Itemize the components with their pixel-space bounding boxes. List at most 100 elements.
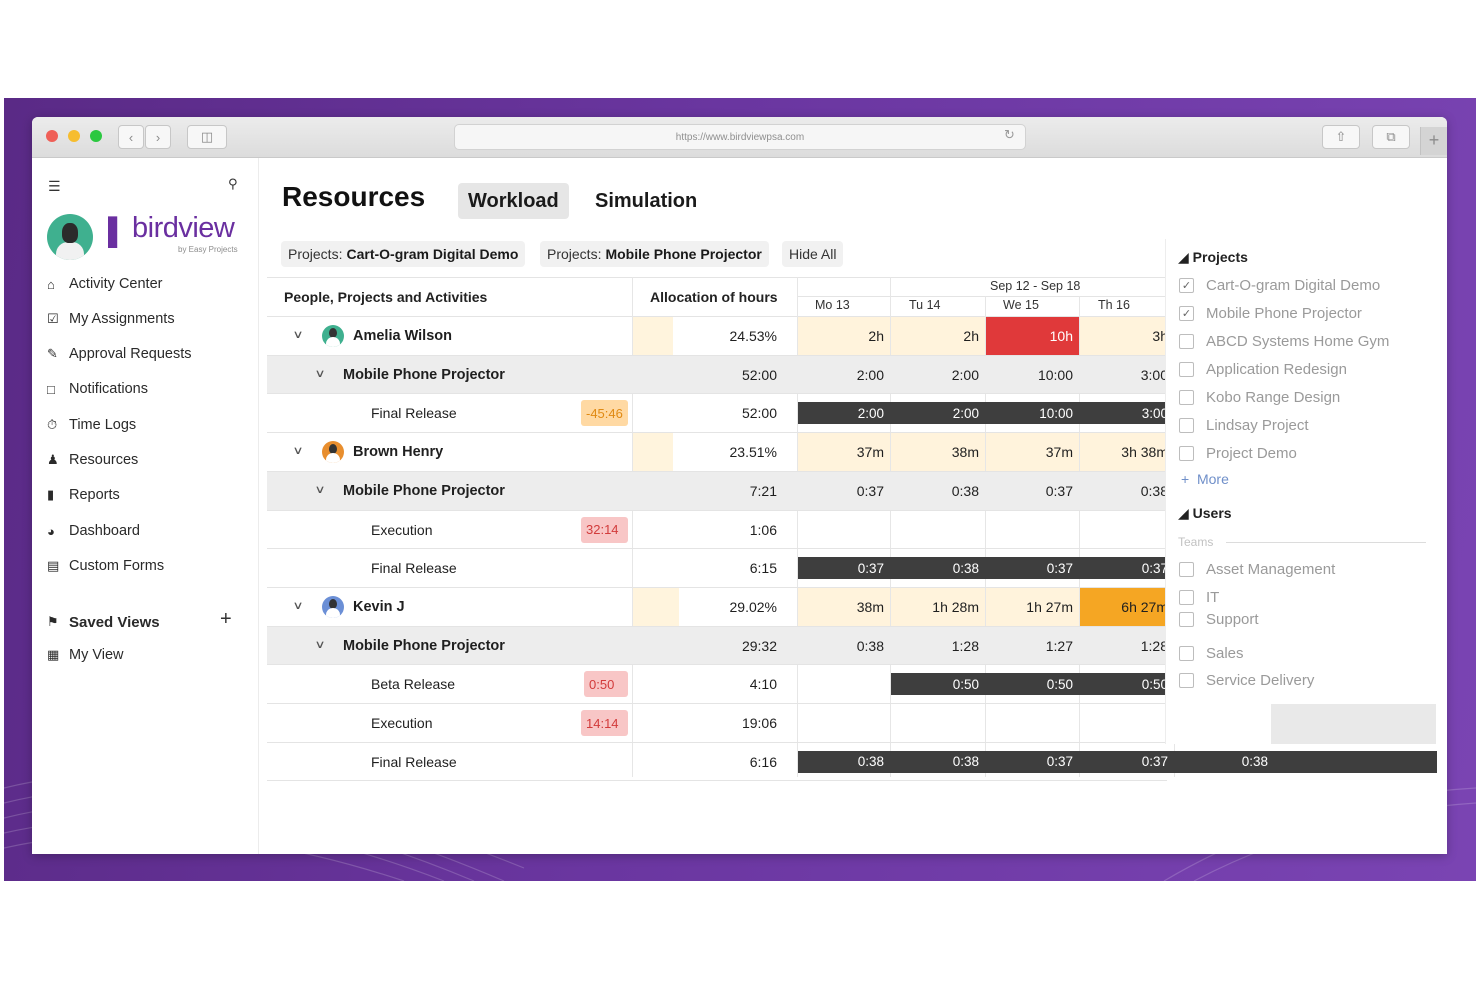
nav-activity-center[interactable]: ⌂ Activity Center (47, 273, 162, 295)
nav-dashboard[interactable]: ◕ Dashboard (47, 520, 140, 542)
project-filter-item[interactable]: Lindsay Project (1179, 417, 1309, 434)
checkbox-icon[interactable] (1179, 673, 1194, 688)
more-projects-link[interactable]: + More (1181, 471, 1229, 487)
checkbox-icon[interactable] (1179, 590, 1194, 605)
day-value-2: 0:38 (951, 482, 979, 499)
user-avatar[interactable] (47, 214, 93, 260)
day-value-3: 0:50 (1046, 676, 1073, 692)
project-filter-item[interactable]: Project Demo (1179, 445, 1297, 462)
nav-time-logs[interactable]: ⏱ Time Logs (47, 414, 136, 436)
grid-row-activity[interactable]: Final Release 6:16 0:38 0:38 0:37 0:37 0:38 (267, 743, 1437, 781)
gauge-icon: ◕ (47, 523, 55, 539)
nav-label: Dashboard (69, 523, 140, 539)
team-filter-item[interactable]: IT (1179, 589, 1219, 606)
filter-chip-cart-o-gram[interactable]: Projects: Cart-O-gram Digital Demo (281, 241, 526, 267)
day-value-2 (891, 704, 979, 742)
zoom-dot-icon[interactable] (90, 130, 102, 142)
grid-border (267, 277, 1167, 278)
tabs-overview-icon[interactable]: ⧉ (1372, 125, 1410, 149)
birdview-logo-mark-icon: ▌ (108, 216, 127, 246)
grid-row-person[interactable]: ∨ Brown Henry 23.51% 37m 38m 37m 3h 38m (267, 433, 1437, 472)
project-filter-item[interactable]: Kobo Range Design (1179, 389, 1340, 406)
filter-chip-mobile-phone[interactable]: Projects: Mobile Phone Projector (540, 241, 769, 267)
project-filter-item[interactable]: ✓ Cart-O-gram Digital Demo (1179, 277, 1380, 294)
grid-row-activity[interactable]: Execution 14:14 19:06 (267, 704, 1437, 742)
search-icon[interactable]: ⚲ (228, 176, 238, 191)
grid-row-person[interactable]: ∨ Kevin J 29.02% 38m 1h 28m 1h 27m 6h 27m (267, 587, 1437, 626)
forward-arrow-icon[interactable]: › (145, 125, 171, 149)
nav-custom-forms[interactable]: ▤ Custom Forms (47, 555, 164, 577)
allocation-value: 52:00 (741, 405, 777, 422)
url-bar[interactable]: https://www.birdviewpsa.com (454, 124, 1026, 150)
users-section-header[interactable]: ◢ Users (1178, 505, 1232, 521)
schedule-bar[interactable] (798, 402, 1174, 425)
day-value-2: 1:28 (951, 637, 979, 654)
checkbox-icon[interactable] (1179, 612, 1194, 627)
hamburger-menu-icon[interactable]: ☰ (48, 178, 61, 194)
checkbox-icon[interactable] (1179, 362, 1194, 377)
day-value-4 (1080, 511, 1168, 549)
project-filter-item[interactable]: Application Redesign (1179, 361, 1347, 378)
checkbox-icon[interactable] (1179, 446, 1194, 461)
day-value-4 (1080, 704, 1168, 742)
checked-checkbox-icon[interactable]: ✓ (1179, 278, 1194, 293)
checkbox-icon[interactable] (1179, 646, 1194, 661)
day-value-1: 2:00 (857, 405, 884, 421)
expand-chevron-icon[interactable]: ∨ (314, 483, 326, 496)
grid-row-activity[interactable]: Beta Release 0:50 4:10 0:50 0:50 0:50 (267, 665, 1437, 703)
team-filter-item[interactable]: Service Delivery (1179, 672, 1314, 689)
checked-checkbox-icon[interactable]: ✓ (1179, 306, 1194, 321)
schedule-bar[interactable] (798, 557, 1174, 580)
new-tab-icon[interactable]: + (1420, 127, 1447, 155)
grid-row-activity[interactable]: Execution 32:14 1:06 (267, 511, 1437, 549)
checkbox-icon[interactable] (1179, 418, 1194, 433)
checkbox-icon[interactable] (1179, 334, 1194, 349)
grid-row-person[interactable]: ∨ Amelia Wilson 24.53% 2h 2h 10h 3h (267, 317, 1437, 355)
nav-my-assignments[interactable]: ☑ My Assignments (47, 308, 175, 330)
back-arrow-icon[interactable]: ‹ (118, 125, 144, 149)
expand-chevron-icon[interactable]: ∨ (292, 329, 304, 341)
allocation-fill (633, 433, 673, 472)
activity-name: Execution (371, 521, 433, 538)
bookmark-icon: ⚑ (47, 614, 59, 629)
nav-reports[interactable]: ▮ Reports (47, 484, 120, 506)
hide-all-button[interactable]: Hide All (782, 241, 844, 267)
browser-titlebar: ‹ › ◫ https://www.birdviewpsa.com ↻ ⇧ ⧉ … (32, 117, 1447, 158)
projects-section-header[interactable]: ◢ Projects (1178, 249, 1248, 265)
team-filter-item[interactable]: Support (1179, 611, 1259, 628)
nav-my-view[interactable]: ▦ My View (47, 644, 124, 666)
expand-chevron-icon[interactable]: ∨ (292, 445, 304, 458)
nav-label: My View (69, 647, 124, 663)
project-filter-item[interactable]: ABCD Systems Home Gym (1179, 333, 1389, 350)
day-value-4: 3:00 (1140, 366, 1168, 383)
reload-icon[interactable]: ↻ (1004, 127, 1015, 142)
activity-name: Final Release (371, 405, 457, 422)
share-icon[interactable]: ⇧ (1322, 125, 1360, 149)
checkbox-icon[interactable] (1179, 390, 1194, 405)
nav-approval-requests[interactable]: ✎ Approval Requests (47, 343, 192, 365)
team-filter-item[interactable]: Asset Management (1179, 561, 1335, 578)
project-filter-item[interactable]: ✓ Mobile Phone Projector (1179, 305, 1362, 322)
schedule-bar[interactable] (891, 673, 1174, 696)
chip-value: Cart-O-gram Digital Demo (346, 246, 519, 262)
page-title: Resources (282, 181, 426, 212)
day-value-3: 1:27 (1045, 637, 1073, 654)
add-saved-view-icon[interactable]: + (220, 608, 232, 630)
grid-row-activity[interactable]: Final Release -45:46 52:00 2:00 2:00 10:00 3:0… (267, 394, 1437, 432)
schedule-bar[interactable] (798, 750, 1437, 773)
nav-notifications[interactable]: □ Notifications (47, 378, 148, 400)
nav-resources[interactable]: ♟ Resources (47, 449, 138, 471)
team-filter-item[interactable]: Sales (1179, 645, 1244, 662)
expand-chevron-icon[interactable]: ∨ (314, 638, 326, 651)
checkbox-icon[interactable] (1179, 562, 1194, 577)
tab-workload[interactable]: Workload (458, 183, 569, 219)
expand-chevron-icon[interactable]: ∨ (292, 599, 304, 612)
tab-simulation[interactable]: Simulation (595, 189, 698, 212)
close-dot-icon[interactable] (46, 130, 58, 142)
day-value-2: 2h (891, 317, 985, 355)
expand-chevron-icon[interactable]: ∨ (314, 367, 326, 380)
minimize-dot-icon[interactable] (68, 130, 80, 142)
sidebar-toggle-icon[interactable]: ◫ (187, 125, 227, 149)
saved-views-header[interactable]: ⚑ Saved Views (47, 611, 160, 633)
grid-row-activity[interactable]: Final Release 6:15 0:37 0:38 0:37 0:37 (267, 549, 1437, 587)
